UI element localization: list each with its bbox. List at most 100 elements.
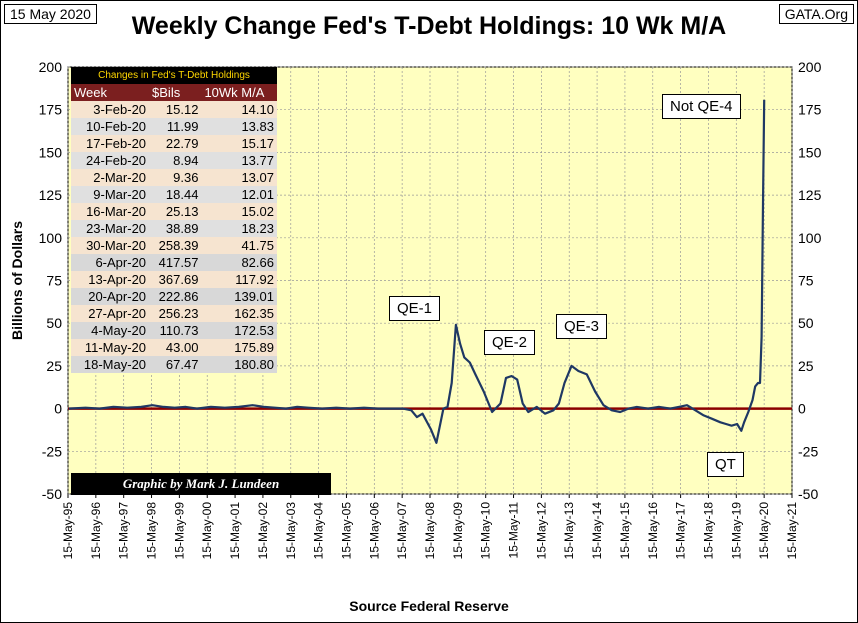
x-tick-label: 15-May-04 bbox=[312, 502, 326, 560]
chart-title: Weekly Change Fed's T-Debt Holdings: 10 … bbox=[131, 12, 727, 40]
table-cell: 18-May-20 bbox=[71, 356, 150, 373]
table-cell: 25.13 bbox=[149, 203, 202, 220]
y-tick-label-right: 50 bbox=[798, 315, 814, 331]
table-cell: 38.89 bbox=[149, 220, 202, 237]
x-tick-label: 15-May-11 bbox=[507, 502, 521, 559]
y-tick-label-right: -50 bbox=[798, 486, 818, 502]
annotation-qe1: QE-1 bbox=[389, 296, 441, 321]
table-header-cell: $Bils bbox=[149, 84, 202, 101]
y-tick-label-right: 175 bbox=[798, 102, 822, 118]
table-cell: 16-Mar-20 bbox=[71, 203, 150, 220]
y-tick-label-left: 0 bbox=[54, 401, 62, 417]
table-cell: 13.83 bbox=[201, 118, 277, 135]
table-row: 10-Feb-20 11.99 13.83 bbox=[71, 118, 277, 135]
y-tick-label-left: 200 bbox=[39, 59, 63, 75]
x-tick-label: 15-May-98 bbox=[145, 502, 159, 560]
table-cell: 27-Apr-20 bbox=[71, 305, 150, 322]
y-tick-label-right: 200 bbox=[798, 59, 822, 75]
table-cell: 15.17 bbox=[201, 135, 277, 152]
table-cell: 18.44 bbox=[149, 186, 202, 203]
table-cell: 15.12 bbox=[149, 101, 202, 118]
x-tick-label: 15-May-02 bbox=[256, 502, 270, 560]
x-tick-label: 15-May-96 bbox=[89, 502, 103, 560]
table-caption-row: Changes in Fed's T-Debt Holdings bbox=[71, 67, 277, 84]
table-row: 11-May-20 43.00 175.89 bbox=[71, 339, 277, 356]
table-row: 27-Apr-20 256.23 162.35 bbox=[71, 305, 277, 322]
x-axis-title: Source Federal Reserve bbox=[349, 598, 509, 614]
y-tick-label-left: 25 bbox=[46, 358, 62, 374]
date-label: 15 May 2020 bbox=[4, 4, 97, 24]
x-tick-label: 15-May-00 bbox=[200, 502, 214, 560]
x-tick-label: 15-May-08 bbox=[423, 502, 437, 560]
table-cell: 162.35 bbox=[201, 305, 277, 322]
table-cell: 175.89 bbox=[201, 339, 277, 356]
x-tick-label: 15-May-16 bbox=[646, 502, 660, 560]
table-cell: 180.80 bbox=[201, 356, 277, 373]
y-tick-label-left: 75 bbox=[46, 273, 62, 289]
table-cell: 256.23 bbox=[149, 305, 202, 322]
table-header-cell: 10Wk M/A bbox=[201, 84, 277, 101]
table-cell: 6-Apr-20 bbox=[71, 254, 150, 271]
table-cell: 18.23 bbox=[201, 220, 277, 237]
table-cell: 12.01 bbox=[201, 186, 277, 203]
table-cell: 14.10 bbox=[201, 101, 277, 118]
table-cell: 4-May-20 bbox=[71, 322, 150, 339]
x-tick-label: 15-May-10 bbox=[479, 502, 493, 560]
holdings-table: Changes in Fed's T-Debt Holdings Week $Bil… bbox=[71, 67, 277, 373]
x-tick-label: 15-May-19 bbox=[729, 502, 743, 560]
table-cell: 3-Feb-20 bbox=[71, 101, 150, 118]
y-tick-label-left: 150 bbox=[39, 144, 63, 160]
source-label: GATA.Org bbox=[778, 4, 854, 24]
table-row: 4-May-20 110.73 172.53 bbox=[71, 322, 277, 339]
y-tick-label-right: 25 bbox=[798, 358, 814, 374]
table-cell: 20-Apr-20 bbox=[71, 288, 150, 305]
table-row: 18-May-20 67.47 180.80 bbox=[71, 356, 277, 373]
table-row: 9-Mar-20 18.44 12.01 bbox=[71, 186, 277, 203]
table-cell: 24-Feb-20 bbox=[71, 152, 150, 169]
table-header-cell: Week bbox=[71, 84, 150, 101]
table-cell: 17-Feb-20 bbox=[71, 135, 150, 152]
table-cell: 258.39 bbox=[149, 237, 202, 254]
table-row: 23-Mar-20 38.89 18.23 bbox=[71, 220, 277, 237]
y-tick-label-left: 175 bbox=[39, 102, 63, 118]
table-cell: 23-Mar-20 bbox=[71, 220, 150, 237]
table-cell: 41.75 bbox=[201, 237, 277, 254]
table-cell: 367.69 bbox=[149, 271, 202, 288]
table-cell: 43.00 bbox=[149, 339, 202, 356]
table-cell: 10-Feb-20 bbox=[71, 118, 150, 135]
table-row: 13-Apr-20 367.69 117.92 bbox=[71, 271, 277, 288]
annotation-qe3: QE-3 bbox=[556, 314, 608, 339]
y-tick-label-right: 150 bbox=[798, 144, 822, 160]
x-tick-label: 15-May-95 bbox=[61, 502, 75, 560]
x-tick-label: 15-May-01 bbox=[228, 502, 242, 560]
table-row: 6-Apr-20 417.57 82.66 bbox=[71, 254, 277, 271]
x-tick-label: 15-May-97 bbox=[117, 502, 131, 560]
table-cell: 82.66 bbox=[201, 254, 277, 271]
annotation-qe2: QE-2 bbox=[484, 330, 536, 355]
table-row: 17-Feb-20 22.79 15.17 bbox=[71, 135, 277, 152]
table-cell: 110.73 bbox=[149, 322, 202, 339]
table-header-row: Week $Bils 10Wk M/A bbox=[71, 84, 277, 101]
credit-label: Graphic by Mark J. Lundeen bbox=[71, 473, 331, 495]
annotation-qt: QT bbox=[707, 452, 744, 477]
table-row: 30-Mar-20 258.39 41.75 bbox=[71, 237, 277, 254]
y-tick-label-left: 125 bbox=[39, 187, 63, 203]
y-tick-label-right: -25 bbox=[798, 443, 818, 459]
x-tick-label: 15-May-99 bbox=[172, 502, 186, 560]
x-tick-label: 15-May-18 bbox=[701, 502, 715, 560]
table-cell: 172.53 bbox=[201, 322, 277, 339]
y-tick-label-right: 75 bbox=[798, 273, 814, 289]
series-line bbox=[68, 99, 766, 444]
table-row: 24-Feb-20 8.94 13.77 bbox=[71, 152, 277, 169]
x-tick-label: 15-May-21 bbox=[785, 502, 799, 560]
table-caption: Changes in Fed's T-Debt Holdings bbox=[71, 67, 277, 84]
table-cell: 222.86 bbox=[149, 288, 202, 305]
table-row: 16-Mar-20 25.13 15.02 bbox=[71, 203, 277, 220]
x-tick-label: 15-May-09 bbox=[451, 502, 465, 560]
y-tick-label-left: -50 bbox=[42, 486, 62, 502]
table-row: 20-Apr-20 222.86 139.01 bbox=[71, 288, 277, 305]
table-cell: 11.99 bbox=[149, 118, 202, 135]
x-tick-label: 15-May-13 bbox=[562, 502, 576, 560]
y-tick-label-right: 0 bbox=[798, 401, 806, 417]
table-cell: 9-Mar-20 bbox=[71, 186, 150, 203]
